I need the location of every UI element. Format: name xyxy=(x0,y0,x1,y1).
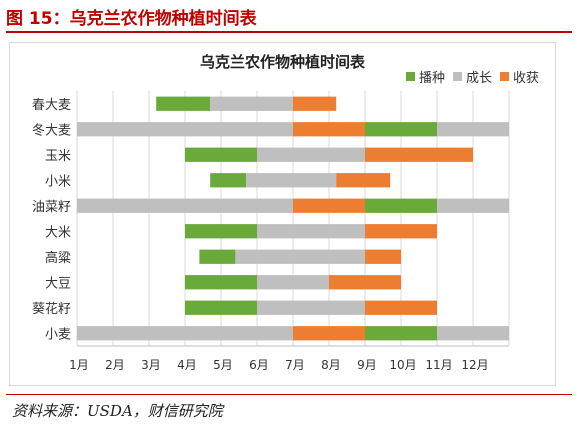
bar-segment xyxy=(437,198,509,213)
bar-segment xyxy=(365,198,437,213)
x-tick-label: 3月 xyxy=(141,358,161,372)
x-tick-label: 8月 xyxy=(321,358,341,372)
y-tick-label: 小米 xyxy=(45,174,71,189)
chart-container: 乌克兰农作物种植时间表 播种 成长 收获 春大麦冬大麦玉米小米油菜籽大米高粱大豆… xyxy=(9,42,556,386)
bar-segment xyxy=(293,96,337,111)
bar-segment xyxy=(77,122,293,137)
x-tick-label: 4月 xyxy=(177,358,197,372)
y-tick-label: 油菜籽 xyxy=(32,200,71,215)
title-divider xyxy=(6,31,572,33)
bar-segment xyxy=(210,173,247,188)
bar-segment xyxy=(246,173,337,188)
legend-label-harvest: 收获 xyxy=(512,71,539,86)
bar-segment xyxy=(336,173,391,188)
legend-swatch-sowing xyxy=(405,72,415,81)
x-tick-label: 2月 xyxy=(105,358,125,372)
legend-swatch-growing xyxy=(452,72,462,81)
bar-segment xyxy=(185,275,257,290)
bar-segment xyxy=(156,96,211,111)
y-tick-label: 春大麦 xyxy=(32,98,71,113)
legend-label-growing: 成长 xyxy=(465,71,492,86)
x-tick-label: 11月 xyxy=(425,358,452,372)
y-tick-label: 葵花籽 xyxy=(32,301,71,317)
y-tick-label: 大豆 xyxy=(45,276,71,291)
bar-segment xyxy=(293,198,365,213)
legend-item-harvest: 收获 xyxy=(499,67,539,86)
y-tick-label: 小麦 xyxy=(45,327,71,342)
bar-segment xyxy=(329,275,401,290)
bar-segment xyxy=(199,249,236,264)
x-tick-label: 6月 xyxy=(249,358,269,372)
x-tick-label: 7月 xyxy=(285,358,305,372)
bar-segment xyxy=(185,224,257,239)
bar-segment xyxy=(257,300,365,315)
source-note: 资料来源：USDA，财信研究院 xyxy=(12,402,223,420)
bar-segment xyxy=(437,326,509,341)
bar-segment xyxy=(293,326,365,341)
figure-title: 图 15：乌克兰农作物种植时间表 xyxy=(6,9,257,29)
bar-segment xyxy=(235,249,365,264)
bar-segment xyxy=(185,300,257,315)
y-tick-label: 大米 xyxy=(45,225,71,240)
bar-segment xyxy=(257,224,365,239)
bar-segment xyxy=(365,249,401,264)
bar-segment xyxy=(293,122,365,137)
legend-label-sowing: 播种 xyxy=(418,71,445,86)
chart-legend: 播种 成长 收获 xyxy=(405,67,539,86)
bar-segment xyxy=(437,122,509,137)
y-tick-label: 玉米 xyxy=(45,149,71,164)
x-tick-label: 10月 xyxy=(389,358,416,372)
bar-segment xyxy=(365,122,437,137)
chart-title: 乌克兰农作物种植时间表 xyxy=(199,53,365,71)
bar-segment xyxy=(77,326,293,341)
legend-item-sowing: 播种 xyxy=(405,67,445,86)
y-tick-label: 冬大麦 xyxy=(32,122,71,138)
x-tick-label: 9月 xyxy=(357,358,377,372)
bar-segment xyxy=(365,300,437,315)
bar-segment xyxy=(210,96,293,111)
bar-segment xyxy=(185,147,257,162)
bar-segment xyxy=(77,198,293,213)
legend-item-growing: 成长 xyxy=(452,67,492,86)
x-tick-label: 5月 xyxy=(213,358,233,372)
x-tick-label: 1月 xyxy=(69,358,89,372)
legend-swatch-harvest xyxy=(499,72,509,81)
bar-segment xyxy=(365,326,437,341)
x-tick-label: 12月 xyxy=(461,358,488,372)
bar-segment xyxy=(257,147,365,162)
bar-segment xyxy=(365,147,473,162)
y-tick-label: 高粱 xyxy=(45,250,71,266)
bar-segment xyxy=(257,275,329,290)
source-divider xyxy=(6,394,572,395)
bar-segment xyxy=(365,224,437,239)
